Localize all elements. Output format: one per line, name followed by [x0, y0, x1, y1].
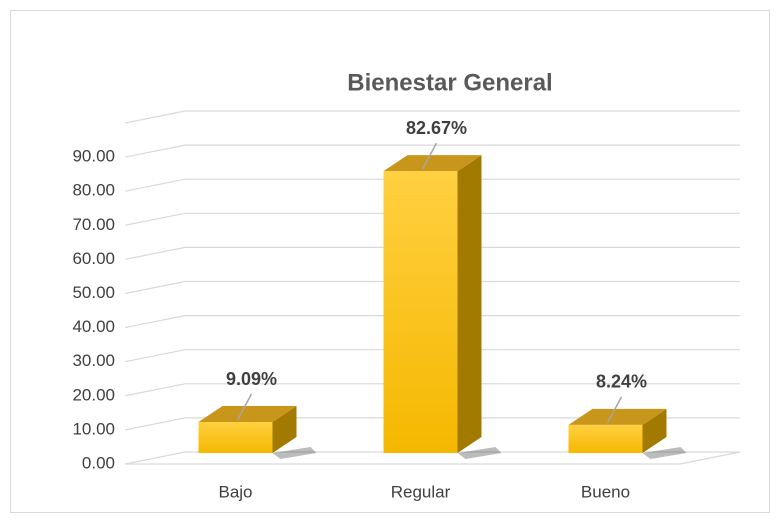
x-tick-label: Bueno	[581, 482, 630, 501]
y-tick-label: 10.00	[72, 419, 115, 438]
leader-line	[421, 142, 438, 170]
y-tick-label: 60.00	[72, 249, 115, 268]
data-label: 9.09%	[226, 369, 277, 389]
grid-line	[124, 246, 740, 260]
grid-line	[124, 144, 740, 158]
y-tick-label: 50.00	[72, 283, 115, 302]
grid-line	[124, 280, 740, 295]
data-label: 8.24%	[596, 372, 647, 392]
bar-side	[457, 155, 482, 453]
grid-line	[124, 349, 740, 363]
y-tick-label: 80.00	[72, 181, 115, 200]
grid-line	[124, 417, 740, 431]
bar-top	[568, 408, 667, 425]
grid-line	[124, 212, 740, 226]
y-tick-label: 40.00	[72, 317, 115, 336]
bar-shadow	[457, 447, 502, 459]
grid-line	[124, 178, 740, 192]
grid-line	[124, 383, 740, 397]
bar-top	[383, 155, 482, 172]
y-tick-label: 70.00	[72, 215, 115, 234]
grid-line	[124, 315, 740, 329]
x-tick-label: Bajo	[218, 482, 252, 501]
bar-side	[642, 408, 667, 453]
bar-shadow	[272, 447, 317, 459]
bar	[568, 424, 643, 453]
bar	[383, 171, 458, 453]
wall-top	[124, 110, 740, 124]
data-label: 82.67%	[406, 118, 467, 138]
x-tick-label: Regular	[391, 482, 451, 501]
chart-title: Bienestar General	[347, 69, 552, 96]
bar-side	[272, 406, 297, 453]
bar-top	[198, 406, 297, 423]
bar-shadow	[642, 447, 687, 459]
leader-line	[606, 396, 623, 424]
grid-line	[124, 451, 740, 465]
y-tick-label: 0.00	[82, 453, 115, 472]
y-tick-label: 30.00	[72, 351, 115, 370]
leader-line	[236, 393, 253, 421]
floor	[125, 451, 741, 465]
bar	[198, 422, 273, 453]
y-tick-label: 20.00	[72, 385, 115, 404]
y-tick-label: 90.00	[72, 147, 115, 166]
